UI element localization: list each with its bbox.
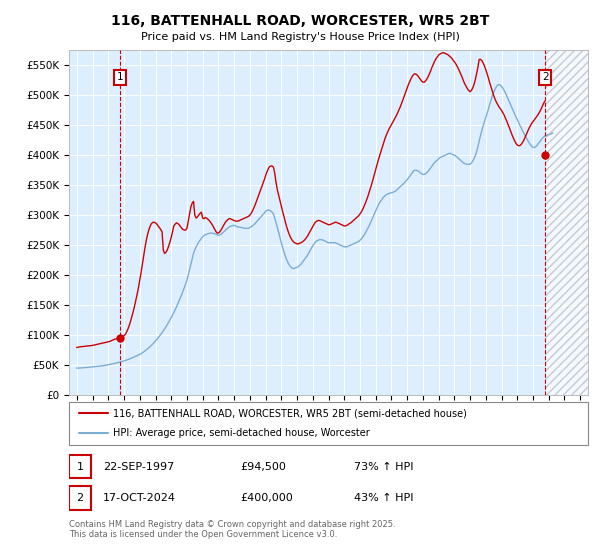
Text: 22-SEP-1997: 22-SEP-1997 xyxy=(103,461,174,472)
Text: 1: 1 xyxy=(116,72,123,82)
Text: £94,500: £94,500 xyxy=(240,461,286,472)
Text: 2: 2 xyxy=(542,72,548,82)
Text: 116, BATTENHALL ROAD, WORCESTER, WR5 2BT: 116, BATTENHALL ROAD, WORCESTER, WR5 2BT xyxy=(111,14,489,28)
FancyBboxPatch shape xyxy=(69,402,588,445)
Text: Price paid vs. HM Land Registry's House Price Index (HPI): Price paid vs. HM Land Registry's House … xyxy=(140,32,460,43)
Text: 17-OCT-2024: 17-OCT-2024 xyxy=(103,493,176,503)
Text: 73% ↑ HPI: 73% ↑ HPI xyxy=(355,461,414,472)
Text: Contains HM Land Registry data © Crown copyright and database right 2025.
This d: Contains HM Land Registry data © Crown c… xyxy=(69,520,395,539)
Text: 1: 1 xyxy=(76,461,83,472)
Text: 2: 2 xyxy=(76,493,83,503)
FancyBboxPatch shape xyxy=(69,455,91,478)
Text: 43% ↑ HPI: 43% ↑ HPI xyxy=(355,493,414,503)
Text: HPI: Average price, semi-detached house, Worcester: HPI: Average price, semi-detached house,… xyxy=(113,428,370,438)
Text: £400,000: £400,000 xyxy=(240,493,293,503)
Bar xyxy=(546,50,588,395)
Text: 116, BATTENHALL ROAD, WORCESTER, WR5 2BT (semi-detached house): 116, BATTENHALL ROAD, WORCESTER, WR5 2BT… xyxy=(113,408,467,418)
FancyBboxPatch shape xyxy=(69,486,91,510)
